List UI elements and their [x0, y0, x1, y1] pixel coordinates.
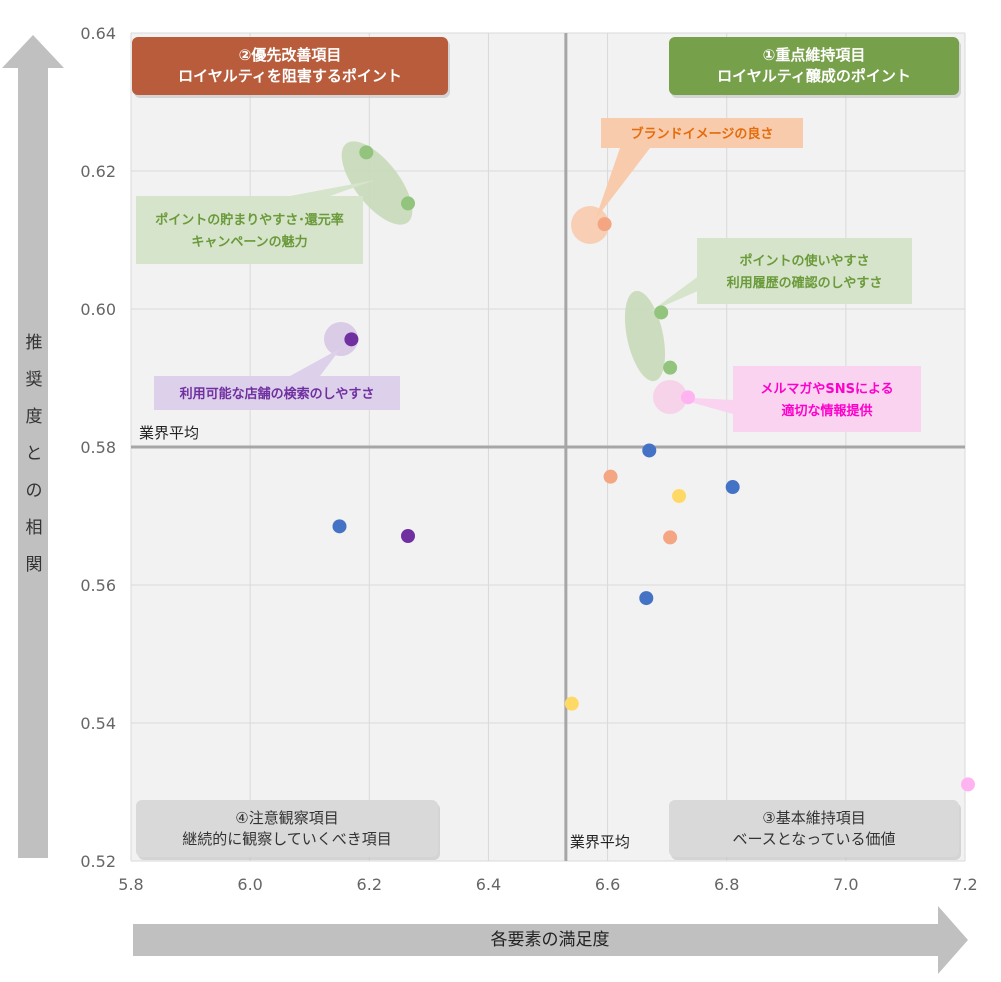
- highlight-halos: [324, 141, 687, 414]
- tick-labels: 5.8 6.0 6.2 6.4 6.6 6.8 7.0 7.2 0.52 0.54 0.56 0.58…: [80, 24, 977, 894]
- y-axis-label-char: と: [26, 444, 43, 464]
- callout-text: 適切な情報提供: [781, 403, 872, 419]
- callout-text: ポイントの使いやすさ: [739, 253, 869, 269]
- data-point: [639, 591, 654, 606]
- y-axis-label-char: 関: [26, 555, 43, 575]
- x-tick-label: 7.0: [833, 875, 858, 894]
- halo-mail-sns: [653, 380, 687, 414]
- data-point: [960, 777, 975, 792]
- x-reference-label: 業界平均: [570, 833, 630, 851]
- y-tick-label: 0.54: [80, 714, 116, 733]
- x-tick-label: 6.6: [595, 875, 620, 894]
- callout-text: ブランドイメージの良さ: [631, 126, 774, 142]
- quadrant-subtitle: 継続的に観察していくべき項目: [182, 830, 392, 848]
- data-point: [359, 145, 374, 160]
- y-axis-label-char: 相: [26, 518, 43, 538]
- x-tick-label: 6.8: [714, 875, 739, 894]
- data-point: [401, 196, 416, 211]
- halo-point-rate: [341, 141, 413, 225]
- y-tick-label: 0.56: [80, 576, 116, 595]
- x-axis-label: 各要素の満足度: [491, 930, 610, 950]
- callout-text: キャンペーンの魅力: [191, 234, 307, 250]
- data-point: [654, 305, 669, 320]
- y-tick-label: 0.58: [80, 438, 116, 457]
- data-point: [642, 443, 657, 458]
- data-point: [663, 360, 678, 375]
- y-axis-label-char: 度: [26, 407, 43, 427]
- quadrant-subtitle: ロイヤルティを阻害するポイント: [178, 67, 402, 85]
- data-point: [401, 529, 416, 544]
- data-point: [603, 469, 618, 484]
- y-tick-label: 0.62: [80, 162, 116, 181]
- x-tick-label: 6.4: [476, 875, 501, 894]
- data-point: [725, 480, 740, 495]
- x-tick-label: 7.2: [952, 875, 977, 894]
- data-points: [332, 145, 975, 792]
- y-tick-label: 0.52: [80, 852, 116, 871]
- halo-store-search: [324, 322, 358, 356]
- quadrant-subtitle: ベースとなっている価値: [732, 830, 895, 848]
- y-axis-label-char: の: [26, 481, 43, 501]
- data-point: [680, 390, 695, 405]
- data-point: [672, 488, 687, 503]
- callout-text: 利用履歴の確認のしやすさ: [727, 275, 883, 291]
- quadrant-title: ①重点維持項目: [763, 46, 866, 64]
- quadrant-title: ③基本維持項目: [762, 809, 865, 827]
- data-point: [663, 530, 678, 545]
- x-tick-label: 6.2: [357, 875, 382, 894]
- callout-text: ポイントの貯まりやすさ･還元率: [155, 212, 344, 228]
- halo-brand: [571, 206, 609, 244]
- y-tick-label: 0.60: [80, 300, 116, 319]
- data-point: [597, 217, 612, 232]
- data-point: [344, 332, 359, 347]
- callout-store_search: 利用可能な店舗の検索のしやすさ: [154, 348, 400, 410]
- data-point: [332, 519, 347, 534]
- y-axis-label-char: 推: [26, 333, 43, 353]
- quadrant-subtitle: ロイヤルティ醸成のポイント: [717, 67, 911, 85]
- data-point: [564, 696, 579, 711]
- y-reference-label: 業界平均: [139, 424, 199, 442]
- y-axis-arrow: [2, 35, 64, 858]
- quadrant-title: ②優先改善項目: [239, 46, 342, 64]
- callout-brand: ブランドイメージの良さ: [595, 118, 803, 220]
- x-axis-arrow: [133, 906, 968, 974]
- x-tick-label: 5.8: [118, 875, 143, 894]
- callout-text: メルマガやSNSによる: [760, 382, 893, 397]
- y-axis-label-char: 奨: [26, 370, 43, 390]
- y-tick-label: 0.64: [80, 24, 116, 43]
- quadrant-title: ④注意観察項目: [235, 809, 338, 827]
- x-tick-label: 6.0: [237, 875, 262, 894]
- callout-text: 利用可能な店舗の検索のしやすさ: [180, 386, 375, 402]
